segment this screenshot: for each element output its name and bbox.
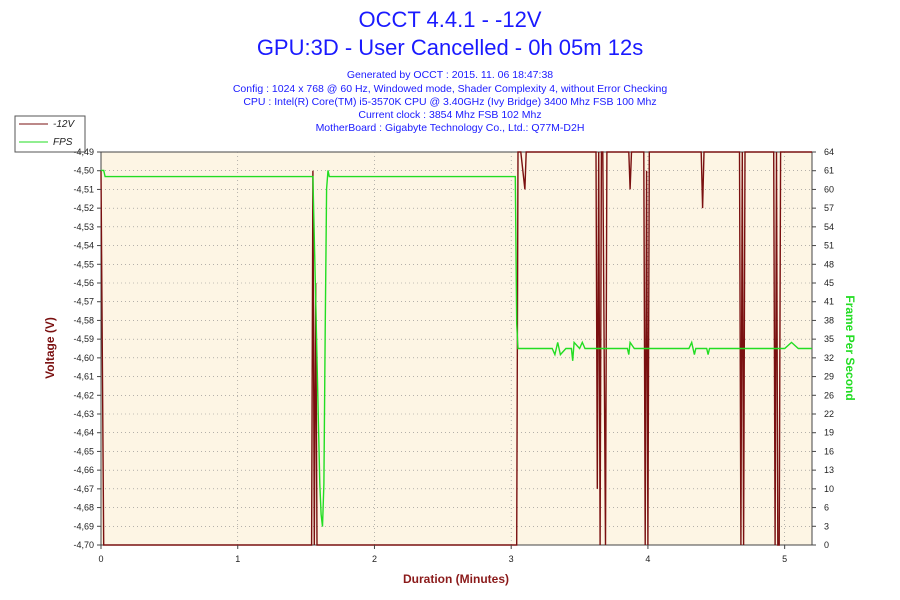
y-left-tick-label: -4,63 xyxy=(73,409,94,419)
x-tick-label: 5 xyxy=(782,554,787,564)
y-right-tick-label: 0 xyxy=(824,540,829,550)
x-tick-label: 2 xyxy=(372,554,377,564)
y-right-tick-label: 41 xyxy=(824,297,834,307)
y-left-tick-label: -4,50 xyxy=(73,166,94,176)
y-right-tick-label: 35 xyxy=(824,334,834,344)
y-left-tick-label: -4,65 xyxy=(73,446,94,456)
y-left-tick-label: -4,69 xyxy=(73,521,94,531)
y-left-tick-label: -4,52 xyxy=(73,203,94,213)
chart-title: OCCT 4.4.1 - -12V xyxy=(359,7,542,32)
y-right-tick-label: 45 xyxy=(824,278,834,288)
y-axis-right: 64 61 60 57 54 51 48 45 41 38 35 32 29 26 22 19 16 13 10 6 3… xyxy=(812,147,834,550)
y-left-tick-label: -4,51 xyxy=(73,184,94,194)
chart-subtitle: GPU:3D - User Cancelled - 0h 05m 12s xyxy=(257,35,643,60)
y-left-tick-label: -4,54 xyxy=(73,241,94,251)
y-right-tick-label: 61 xyxy=(824,166,834,176)
y-axis-left: -4,49 -4,50 -4,51 -4,52 -4,53 -4,54 -4,55 -4,56… xyxy=(73,147,101,550)
y-right-tick-label: 51 xyxy=(824,241,834,251)
y-left-tick-label: -4,53 xyxy=(73,222,94,232)
series-fps xyxy=(101,169,812,527)
y-right-tick-label: 19 xyxy=(824,428,834,438)
info-generated: Generated by OCCT : 2015. 11. 06 18:47:3… xyxy=(347,69,553,81)
info-config: Config : 1024 x 768 @ 60 Hz, Windowed mo… xyxy=(233,83,668,95)
chart-legend: -12V FPS xyxy=(14,115,86,153)
y-left-tick-label: -4,57 xyxy=(73,297,94,307)
grid-lines xyxy=(101,152,812,545)
y-left-tick-label: -4,61 xyxy=(73,372,94,382)
x-tick-label: 1 xyxy=(235,554,240,564)
legend-label-voltage: -12V xyxy=(53,119,75,130)
y-left-tick-label: -4,59 xyxy=(73,334,94,344)
x-axis-title: Duration (Minutes) xyxy=(403,572,509,586)
voltage-line xyxy=(100,151,812,546)
series-voltage xyxy=(100,151,812,546)
y-right-tick-label: 57 xyxy=(824,203,834,213)
y-left-tick-label: -4,66 xyxy=(73,465,94,475)
y-left-tick-label: -4,60 xyxy=(73,353,94,363)
info-cpu: CPU : Intel(R) Core(TM) i5-3570K CPU @ 3… xyxy=(243,96,656,108)
y-axis-left-title: Voltage (V) xyxy=(43,317,57,379)
y-left-tick-label: -4,55 xyxy=(73,259,94,269)
y-right-tick-label: 48 xyxy=(824,259,834,269)
y-left-tick-label: -4,64 xyxy=(73,428,94,438)
y-left-tick-label: -4,62 xyxy=(73,390,94,400)
fps-line xyxy=(101,169,812,527)
x-axis: 0 1 2 3 4 5 xyxy=(98,545,787,564)
y-right-tick-label: 13 xyxy=(824,465,834,475)
y-right-tick-label: 3 xyxy=(824,521,829,531)
y-right-tick-label: 32 xyxy=(824,353,834,363)
y-left-tick-label: -4,68 xyxy=(73,503,94,513)
y-right-tick-label: 29 xyxy=(824,372,834,382)
y-right-tick-label: 38 xyxy=(824,315,834,325)
y-right-tick-label: 64 xyxy=(824,147,834,157)
y-right-tick-label: 22 xyxy=(824,409,834,419)
y-right-tick-label: 26 xyxy=(824,390,834,400)
info-clock: Current clock : 3854 Mhz FSB 102 Mhz xyxy=(358,109,541,121)
info-motherboard: MotherBoard : Gigabyte Technology Co., L… xyxy=(316,122,585,134)
y-left-tick-label: -4,49 xyxy=(73,147,94,157)
y-right-tick-label: 10 xyxy=(824,484,834,494)
y-left-tick-label: -4,58 xyxy=(73,315,94,325)
y-right-tick-label: 60 xyxy=(824,184,834,194)
x-tick-label: 0 xyxy=(98,554,103,564)
y-right-tick-label: 54 xyxy=(824,222,834,232)
y-left-tick-label: -4,70 xyxy=(73,540,94,550)
legend-box xyxy=(14,115,86,153)
y-axis-right-title: Frame Per Second xyxy=(843,295,857,400)
x-tick-label: 3 xyxy=(509,554,514,564)
y-left-tick-label: -4,67 xyxy=(73,484,94,494)
y-right-tick-label: 16 xyxy=(824,446,834,456)
y-right-tick-label: 6 xyxy=(824,503,829,513)
y-left-tick-label: -4,56 xyxy=(73,278,94,288)
chart-header: OCCT 4.4.1 - -12V GPU:3D - User Cancelle… xyxy=(233,7,668,134)
x-tick-label: 4 xyxy=(645,554,650,564)
legend-label-fps: FPS xyxy=(53,137,73,148)
